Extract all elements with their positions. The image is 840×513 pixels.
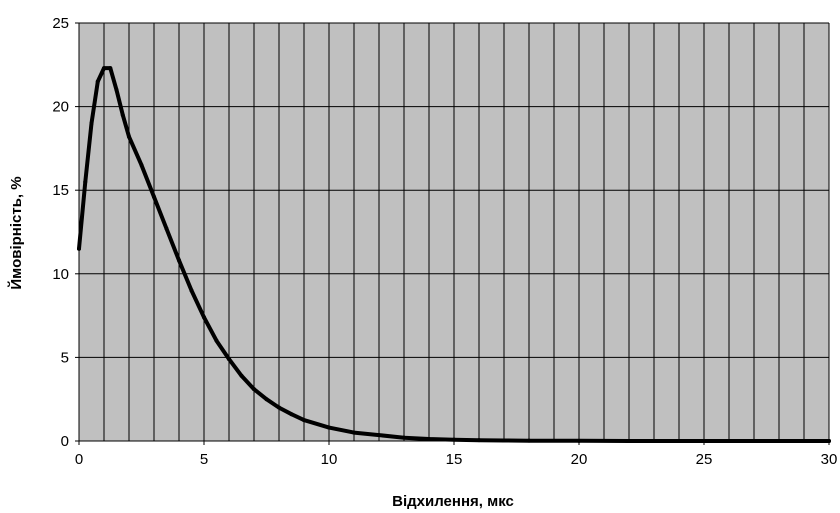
data-point	[227, 357, 231, 362]
y-tick-label: 10	[52, 266, 69, 283]
data-point	[177, 258, 181, 263]
x-axis-title: Відхилення, мкс	[392, 493, 514, 510]
data-point	[214, 338, 219, 343]
x-tick-label: 20	[571, 451, 588, 468]
x-tick-label: 15	[446, 451, 463, 468]
x-tick-label: 0	[75, 451, 83, 468]
data-point	[352, 430, 356, 435]
x-tick-label: 5	[200, 451, 208, 468]
data-point	[264, 397, 269, 402]
data-point	[277, 405, 281, 410]
data-point	[202, 315, 206, 320]
data-point	[289, 412, 294, 417]
data-point	[114, 87, 119, 92]
data-point	[83, 179, 88, 184]
x-tick-label: 25	[696, 451, 713, 468]
data-point	[102, 66, 106, 71]
y-axis-title: Ймовірність, %	[7, 176, 25, 289]
data-point	[477, 438, 481, 443]
data-point	[327, 425, 331, 430]
data-point	[239, 373, 244, 378]
data-point	[152, 194, 156, 199]
data-point	[402, 435, 406, 440]
y-tick-label: 0	[61, 433, 69, 450]
y-tick-label: 15	[52, 182, 69, 199]
data-point	[302, 418, 306, 423]
data-point	[427, 436, 431, 441]
x-tick-label: 10	[321, 451, 338, 468]
data-point	[120, 112, 125, 117]
y-tick-label: 5	[61, 349, 69, 366]
data-point	[127, 134, 131, 139]
data-point	[139, 163, 144, 168]
data-point	[252, 387, 256, 392]
data-point	[108, 66, 113, 71]
data-point	[189, 288, 194, 293]
data-point	[502, 438, 506, 443]
y-tick-label: 25	[52, 15, 69, 32]
x-tick-label: 30	[821, 451, 838, 468]
data-point	[164, 226, 169, 231]
data-point	[89, 121, 94, 126]
data-point	[95, 79, 100, 84]
data-point	[377, 433, 381, 438]
y-tick-label: 20	[52, 99, 69, 116]
